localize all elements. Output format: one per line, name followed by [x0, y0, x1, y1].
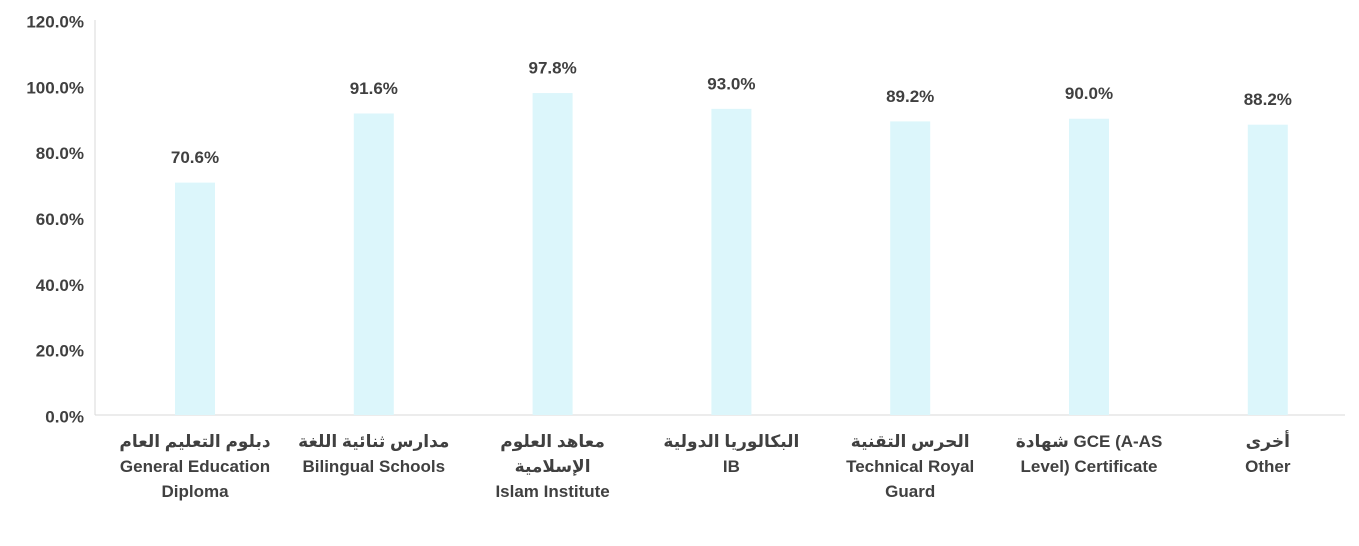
bar [532, 93, 573, 415]
bar [890, 121, 931, 415]
x-tick-label: دبلوم التعليم العام General Education Di… [119, 432, 271, 501]
bar [353, 113, 394, 415]
bar [711, 108, 752, 415]
y-tick-label: 40.0% [36, 276, 84, 295]
y-tick-label: 20.0% [36, 342, 84, 361]
y-tick-label: 60.0% [36, 210, 84, 229]
y-tick-label: 80.0% [36, 144, 84, 163]
x-tick-label: الحرس التقنية Technical Royal Guard [846, 432, 975, 501]
data-label: 88.2% [1244, 90, 1292, 109]
x-tick-label: مدارس ثنائية اللغة Bilingual Schools [298, 432, 450, 476]
data-label: 91.6% [350, 79, 398, 98]
x-tick-label: شهادة GCE (A-AS Level) Certificate [1015, 432, 1163, 476]
bar [175, 182, 215, 415]
data-label: 70.6% [171, 148, 219, 167]
y-tick-label: 120.0% [26, 12, 84, 31]
y-tick-label: 0.0% [45, 407, 84, 426]
y-tick-label: 100.0% [26, 78, 84, 97]
data-label: 90.0% [1065, 84, 1113, 103]
data-label: 97.8% [528, 59, 576, 78]
bar [1247, 124, 1288, 416]
bar [1069, 118, 1109, 415]
x-tick-label: أخرى Other [1245, 432, 1291, 476]
x-tick-label: البكالوريا الدولية IB [663, 432, 800, 476]
data-label: 93.0% [707, 74, 755, 93]
data-label: 89.2% [886, 87, 934, 106]
x-tick-label: معاهد العلوم الإسلامية Islam Institute [495, 432, 610, 501]
